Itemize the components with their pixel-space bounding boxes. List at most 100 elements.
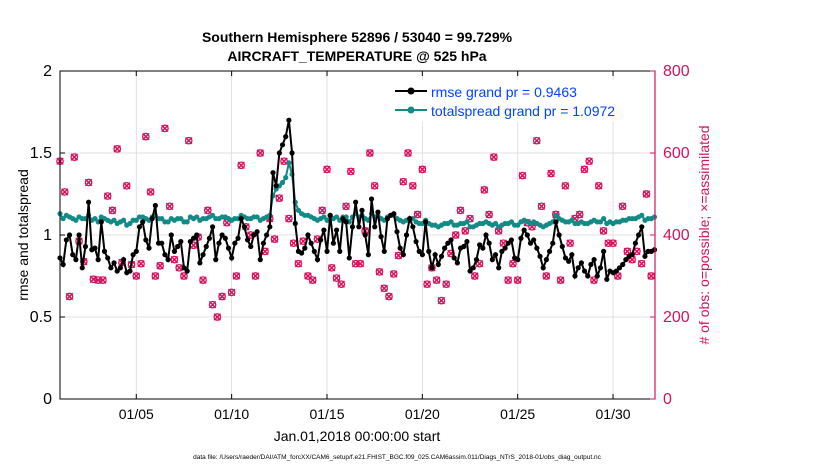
obs-count-point xyxy=(122,181,131,190)
obs-assimilated-marker xyxy=(146,188,155,196)
obs-assimilated-marker xyxy=(485,210,493,219)
rmse-point xyxy=(372,224,378,230)
rmse-point xyxy=(162,252,168,258)
rmse-point xyxy=(171,248,178,254)
rmse-point xyxy=(604,276,610,282)
rmse-point xyxy=(502,245,508,251)
rmse-point xyxy=(349,224,356,230)
obs-assimilated-marker xyxy=(328,264,336,272)
obs-count-point xyxy=(537,202,546,211)
rmse-point xyxy=(209,224,216,230)
obs-assimilated-marker xyxy=(275,194,284,202)
obs-assimilated-marker xyxy=(537,202,546,211)
totalspread-point xyxy=(492,220,499,227)
rmse-point xyxy=(108,265,114,271)
obs-count-point xyxy=(542,272,551,280)
totalspread-point xyxy=(120,217,127,223)
rmse-point xyxy=(346,255,352,261)
rmse-point xyxy=(244,237,251,243)
obs-count-point xyxy=(509,259,517,268)
rmse-point xyxy=(578,260,584,266)
obs-count-point xyxy=(346,167,355,176)
obs-possible-marker xyxy=(122,181,131,190)
obs-count-point xyxy=(561,181,570,190)
obs-assimilated-marker xyxy=(404,149,412,157)
obs-count-point xyxy=(270,235,279,243)
rmse-point xyxy=(321,227,327,233)
obs-assimilated-marker xyxy=(180,272,188,280)
rmse-point xyxy=(534,245,540,251)
obs-assimilated-marker xyxy=(137,259,145,268)
rmse-point xyxy=(216,240,222,246)
obs-count-point xyxy=(485,210,493,219)
obs-assimilated-marker xyxy=(103,192,112,200)
obs-count-point xyxy=(418,165,427,174)
obs-possible-marker xyxy=(108,206,117,215)
right-axis-ticks: 0 200 400 600 800 xyxy=(650,63,690,408)
obs-count-point xyxy=(504,276,513,284)
totalspread-point xyxy=(127,220,133,227)
obs-possible-marker xyxy=(485,210,493,219)
obs-assimilated-marker xyxy=(637,259,646,268)
obs-possible-marker xyxy=(323,165,331,174)
rmse-point xyxy=(248,243,254,250)
series-layer xyxy=(57,117,658,282)
rmse-point xyxy=(283,134,289,140)
rmse-point xyxy=(149,216,155,222)
obs-possible-marker xyxy=(99,276,107,284)
rmse-point xyxy=(66,232,73,238)
rmse-point xyxy=(235,235,241,241)
rmse-point xyxy=(639,224,645,230)
totalspread-point xyxy=(178,216,184,222)
rmse-point xyxy=(591,257,597,263)
obs-assimilated-marker xyxy=(409,182,417,190)
obs-possible-marker xyxy=(470,272,479,280)
left-axis-ticks: 0 0.5 1 1.5 2 xyxy=(30,63,65,408)
obs-possible-marker xyxy=(609,239,617,248)
obs-assimilated-marker xyxy=(308,276,317,284)
legend: rmse grand pr = 0.9463 totalspread grand… xyxy=(390,80,652,122)
obs-assimilated-marker xyxy=(518,171,527,180)
obs-possible-marker xyxy=(251,272,260,280)
obs-count-point xyxy=(132,272,141,280)
rmse-point xyxy=(442,245,448,251)
rmse-point xyxy=(165,257,171,263)
rmse-point xyxy=(98,219,104,225)
rmse-point xyxy=(585,273,591,279)
obs-possible-marker xyxy=(599,227,608,235)
obs-assimilated-marker xyxy=(595,182,603,190)
totalspread-point xyxy=(553,212,559,218)
obs-count-point xyxy=(137,259,145,268)
rmse-point xyxy=(213,257,219,263)
rmse-point xyxy=(359,207,365,213)
obs-assimilated-marker xyxy=(142,132,150,141)
obs-count-point xyxy=(237,161,246,170)
x-axis-label: Jan.01,2018 00:00:00 start xyxy=(274,428,441,444)
obs-count-point xyxy=(332,274,341,282)
rmse-point xyxy=(70,252,76,258)
obs-count-point xyxy=(618,202,627,211)
obs-assimilated-marker xyxy=(99,276,107,284)
rmse-point xyxy=(629,252,635,258)
obs-possible-marker xyxy=(203,206,212,215)
right-tick-label: 200 xyxy=(663,309,690,326)
totalspread-point xyxy=(165,219,171,225)
rmse-point xyxy=(616,265,623,271)
legend-box xyxy=(390,80,652,122)
obs-assimilated-marker xyxy=(542,272,551,280)
legend-spread-marker xyxy=(407,106,415,114)
rmse-point xyxy=(130,252,136,258)
obs-possible-marker xyxy=(366,149,374,157)
obs-assimilated-marker xyxy=(113,145,121,153)
obs-possible-marker xyxy=(637,259,646,268)
obs-assimilated-marker xyxy=(642,190,651,198)
rmse-point xyxy=(308,240,314,246)
rmse-point xyxy=(257,257,263,263)
rmse-point xyxy=(178,238,184,245)
rmse-point xyxy=(400,252,406,258)
rmse-point xyxy=(286,117,292,123)
rmse-point xyxy=(264,232,270,238)
obs-assimilated-marker xyxy=(161,124,169,133)
obs-possible-marker xyxy=(618,202,627,211)
rmse-point xyxy=(410,224,416,230)
